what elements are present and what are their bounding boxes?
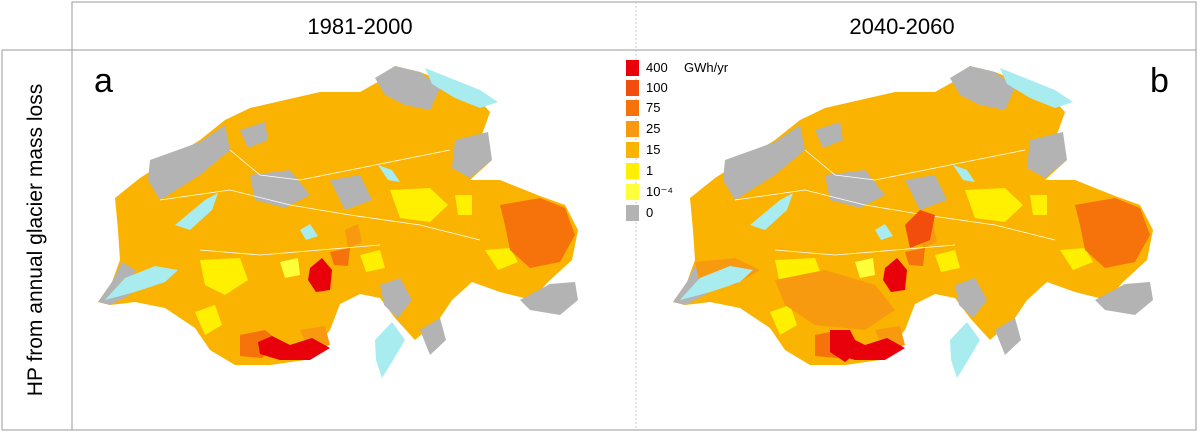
map-region [723, 125, 805, 200]
map-region [995, 318, 1021, 355]
legend-unit: GWh/yr [684, 60, 729, 75]
panel-letter-b: b [1150, 62, 1169, 100]
legend-label: 0 [646, 205, 654, 220]
map-region [955, 278, 987, 318]
map-region [200, 258, 248, 295]
map-region [775, 270, 895, 330]
map-region [935, 250, 960, 272]
map-region [420, 318, 446, 355]
legend-label: 100 [646, 80, 668, 95]
map-region [380, 278, 412, 318]
map-region [875, 224, 893, 240]
switzerland-map-a [98, 66, 578, 378]
map-region [1095, 282, 1153, 315]
map-region [905, 248, 925, 266]
legend-label: 15 [646, 142, 661, 157]
map-region [905, 210, 935, 248]
map-region [950, 66, 1015, 110]
map-region [770, 305, 797, 335]
legend-swatch [626, 80, 639, 96]
map-region [195, 305, 222, 335]
map-region [240, 122, 268, 148]
map-region [953, 165, 975, 182]
map-region [452, 132, 492, 178]
legend-label: 75 [646, 100, 661, 115]
map-region [965, 188, 1023, 222]
map-region [500, 198, 575, 268]
map-region [750, 193, 793, 230]
map-region [99, 139, 151, 161]
map-region [1000, 68, 1073, 108]
legend-swatch [626, 163, 639, 179]
legend-label: 1 [646, 163, 654, 178]
map-region [378, 165, 400, 182]
map-region [1030, 195, 1047, 215]
map-region [148, 125, 230, 200]
map-region [485, 248, 518, 270]
map-region [390, 188, 448, 222]
legend-swatch [626, 205, 639, 221]
map-region [1027, 132, 1067, 178]
map-region [674, 139, 726, 161]
legend-label: 25 [646, 121, 661, 136]
map-region [345, 224, 362, 248]
map-region [680, 266, 753, 300]
map-region [905, 175, 947, 210]
map-region [300, 224, 318, 240]
column-title-2: 2040-2060 [849, 14, 955, 39]
map-region [734, 189, 1056, 241]
map-region [855, 258, 875, 278]
legend-swatch [626, 184, 639, 200]
map-region [330, 175, 372, 210]
map-region [520, 282, 578, 315]
map-region [804, 149, 1026, 181]
legend-swatch [626, 60, 639, 76]
panel-letter-a: a [94, 62, 113, 100]
map-region [308, 258, 332, 292]
map-region [360, 250, 385, 272]
legend-label: 400 [646, 60, 668, 75]
map-region [175, 193, 218, 230]
map-region [425, 68, 498, 108]
map-region [330, 248, 350, 266]
legend-swatch [626, 121, 639, 137]
map-region [159, 189, 481, 241]
map-region [105, 266, 178, 300]
legend-label: 10⁻⁴ [646, 184, 673, 199]
map-region [950, 322, 980, 378]
map-region [375, 66, 440, 110]
switzerland-map-b [673, 66, 1153, 378]
legend-swatch [626, 100, 639, 116]
map-region [199, 244, 381, 256]
map-region [258, 336, 330, 360]
map-region [455, 195, 472, 215]
map-region [1060, 248, 1093, 270]
map-region [229, 149, 451, 181]
map-region [1075, 198, 1150, 268]
map-region [815, 122, 843, 148]
column-title-1: 1981-2000 [307, 14, 413, 39]
map-region [830, 330, 860, 362]
map-region [375, 322, 405, 378]
map-region [280, 258, 300, 278]
legend-swatch [626, 142, 639, 158]
map-region [883, 258, 907, 292]
map-region [774, 244, 956, 256]
